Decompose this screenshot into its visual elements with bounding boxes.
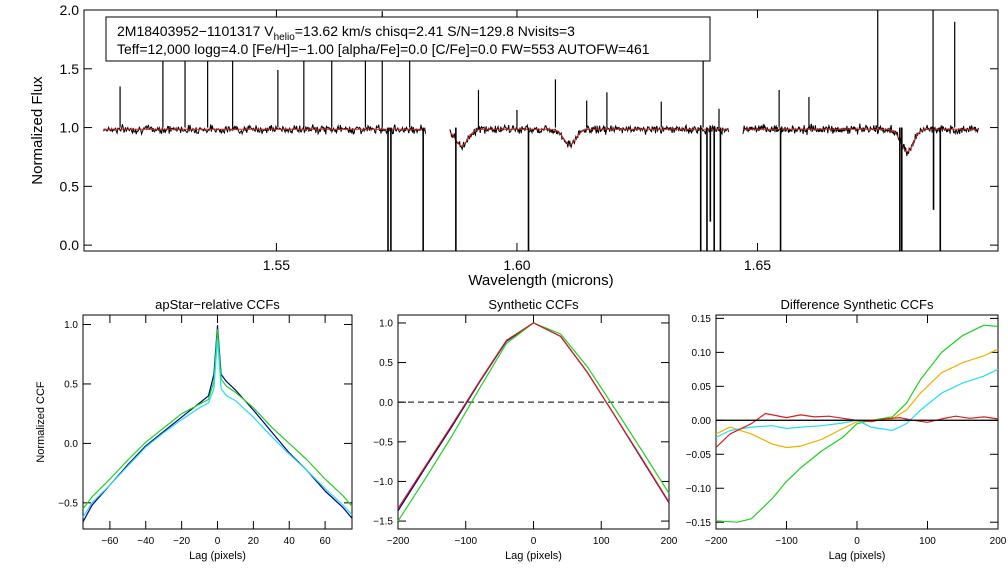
- difference-ccf-series-green: [715, 324, 999, 523]
- synthetic-ccf-y-tick-label: −1.0: [373, 477, 393, 488]
- spectrum-panel: 1.55 1.60 1.65 0.0 0.5 1.0 1.5 2.0 Wavelength (m…: [29, 2, 999, 289]
- synthetic-ccf-y-tick-label: 0.5: [379, 358, 393, 369]
- difference-ccf-x-tick-label: 100: [919, 536, 936, 547]
- difference-ccf-x-tick-label: 200: [990, 536, 1007, 547]
- synthetic-ccf-y-tick-label: −1.5: [373, 517, 393, 528]
- difference-ccf-x-axis-label: Lag (pixels): [829, 550, 886, 562]
- apstar-ccf-y-tick-label: −0.5: [58, 498, 78, 509]
- difference-ccf-y-tick-label: −0.05: [686, 450, 712, 461]
- v-helio-prefix: V: [264, 23, 274, 39]
- apstar-ccf-x-tick-label: −60: [101, 536, 118, 547]
- spectrum-model-line: [449, 128, 729, 147]
- synthetic-ccf-x-axis-label: Lag (pixels): [505, 550, 562, 562]
- spectrum-x-tick-label: 1.55: [263, 257, 290, 273]
- apstar-ccf-x-tick-label: 60: [320, 536, 332, 547]
- apstar-ccf-y-axis-label: Normalized CCF: [35, 381, 47, 463]
- difference-ccf-y-tick-label: 0.10: [692, 348, 712, 359]
- apstar-ccf-panel: −60 −40 −20 0 20 40 60 −0.5 0.0 0.5 1.0 apStar−rela…: [35, 297, 353, 562]
- difference-ccf-y-tick-label: −0.15: [686, 518, 712, 529]
- star-id: 2M18403952−1101317: [117, 23, 264, 39]
- difference-ccf-panel: −200 −100 0 100 200 −0.15 −0.10 −0.05 0.00 0.05 0.…: [686, 297, 1007, 562]
- v-helio-subscript: helio: [274, 32, 296, 43]
- spectrum-axes-frame: [83, 9, 999, 252]
- spectrum-x-tick-label: 1.65: [744, 257, 771, 273]
- spectrum-info-line-1: 2M18403952−1101317 Vhelio=13.62 km/s chi…: [117, 23, 575, 43]
- spectrum-y-axis-label: Normalized Flux: [29, 76, 46, 185]
- synthetic-ccf-x-tick-label: −100: [454, 536, 477, 547]
- synthetic-ccf-y-tick-label: 0.0: [379, 398, 393, 409]
- apstar-ccf-x-tick-label: −20: [173, 536, 190, 547]
- spectrum-y-tick-label: 1.5: [60, 61, 80, 77]
- difference-ccf-y-tick-label: −0.10: [686, 484, 712, 495]
- apstar-ccf-title: apStar−relative CCFs: [155, 297, 280, 312]
- synthetic-ccf-x-tick-label: −200: [387, 536, 410, 547]
- apstar-ccf-y-tick-label: 0.5: [64, 380, 78, 391]
- spectrum-y-tick-label: 0.5: [60, 178, 80, 194]
- spectrum-info-line-2: Teff=12,000 logg=4.0 [Fe/H]=−1.00 [alpha…: [117, 41, 650, 57]
- spectrum-y-tick-label: 0.0: [60, 237, 80, 253]
- spectrum-y-tick-label: 2.0: [60, 2, 80, 18]
- synthetic-ccf-panel: −200 −100 0 100 200 −1.5 −1.0 −0.5 0.0 0.5 1.0 Synt…: [373, 297, 678, 562]
- spectrum-x-axis-label: Wavelength (microns): [468, 272, 613, 289]
- difference-ccf-title: Difference Synthetic CCFs: [781, 297, 934, 312]
- synthetic-ccf-x-tick-label: 200: [661, 536, 678, 547]
- difference-ccf-x-tick-label: 0: [854, 536, 860, 547]
- synthetic-ccf-x-tick-label: 0: [531, 536, 537, 547]
- synthetic-ccf-title: Synthetic CCFs: [488, 297, 579, 312]
- apstar-ccf-y-tick-label: 1.0: [64, 320, 78, 331]
- v-helio-value: =13.62 km/s: [295, 23, 376, 39]
- apstar-ccf-series-visit-1: [82, 328, 353, 510]
- synthetic-ccf-y-tick-label: −0.5: [373, 437, 393, 448]
- difference-ccf-y-tick-label: 0.05: [692, 382, 712, 393]
- synthetic-ccf-x-tick-label: 100: [593, 536, 610, 547]
- apstar-ccf-x-tick-label: −40: [137, 536, 154, 547]
- difference-ccf-x-tick-label: −200: [705, 536, 728, 547]
- fit-stats: chisq=2.41 S/N=129.8 Nvisits=3: [375, 23, 575, 39]
- spectrum-x-tick-label: 1.60: [503, 257, 530, 273]
- apstar-ccf-x-tick-label: 40: [284, 536, 296, 547]
- difference-ccf-x-tick-label: −100: [775, 536, 798, 547]
- apstar-ccf-x-tick-label: 0: [215, 536, 221, 547]
- apstar-ccf-series-visit-2: [82, 338, 353, 518]
- synthetic-ccf-y-tick-label: 1.0: [379, 319, 393, 330]
- apstar-ccf-x-axis-label: Lag (pixels): [189, 550, 246, 562]
- synthetic-ccf-series-synthetic-3: [397, 322, 670, 509]
- difference-ccf-y-tick-label: 0.15: [692, 314, 712, 325]
- difference-ccf-series-orange: [715, 348, 999, 449]
- apstar-ccf-x-tick-label: 20: [248, 536, 260, 547]
- difference-ccf-y-tick-label: 0.00: [692, 416, 712, 427]
- spectrum-info-box: [105, 16, 711, 62]
- apstar-ccf-y-tick-label: 0.0: [64, 439, 78, 450]
- spectrum-y-tick-label: 1.0: [60, 120, 80, 136]
